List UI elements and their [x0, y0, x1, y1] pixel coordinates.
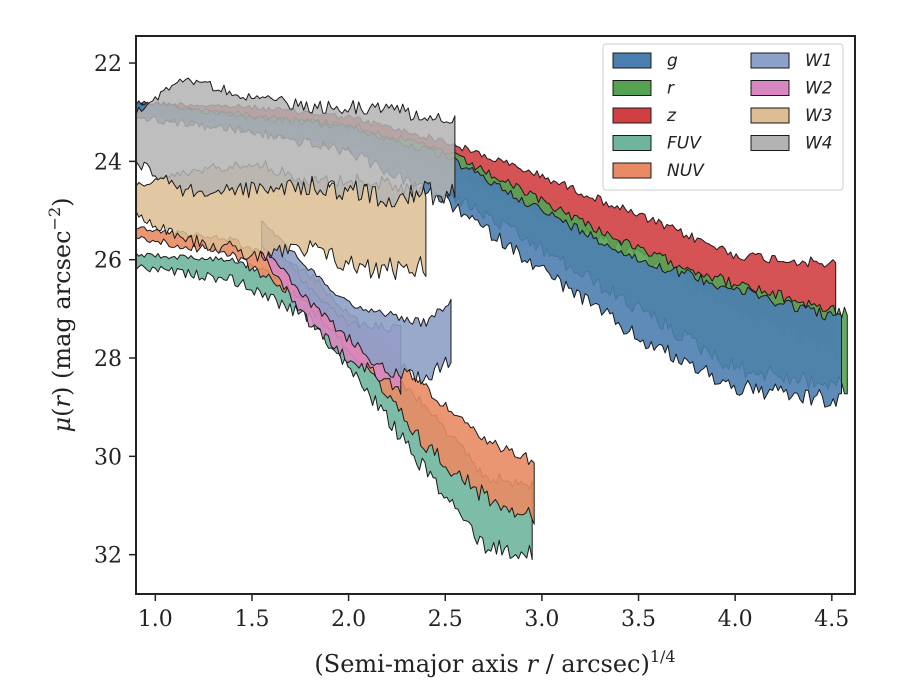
x-tick-label: 4.5 [814, 607, 849, 632]
x-tick-label: 4.0 [718, 607, 753, 632]
profile-bands [136, 77, 848, 561]
legend-entry-w1: W1 [750, 51, 833, 71]
legend-label: FUV [667, 134, 702, 154]
legend: grz FUV NUV W1 W2 W3 W4 [602, 43, 844, 191]
legend-entry-w2: W2 [750, 79, 833, 99]
legend-entry-g: g [612, 51, 678, 71]
y-tick-label: 28 [94, 347, 122, 372]
y-tick-label: 24 [94, 150, 122, 175]
legend-swatch [612, 162, 652, 179]
legend-swatch [750, 52, 790, 69]
x-tick-label: 1.5 [234, 607, 269, 632]
legend-label: W2 [805, 79, 833, 99]
legend-entry-fuv: FUV [612, 134, 702, 154]
band-w4 [136, 77, 456, 208]
plot-frame [135, 35, 856, 595]
legend-entry-w3: W3 [750, 106, 833, 126]
legend-swatch [750, 135, 790, 151]
legend-entry-z: z [612, 106, 677, 126]
legend-swatch [612, 135, 652, 151]
legend-swatch [612, 107, 652, 124]
y-tick-label: 22 [94, 52, 122, 77]
legend-entry-r: r [612, 79, 675, 99]
y-tick-label: 32 [94, 544, 122, 569]
legend-entry-nuv: NUV [612, 161, 705, 181]
y-axis-ticks: 22 24 26 28 30 32 [94, 52, 136, 569]
legend-label: W3 [805, 106, 833, 126]
legend-label: NUV [667, 161, 705, 181]
legend-swatch [612, 80, 652, 96]
legend-label: g [667, 51, 678, 71]
x-tick-label: 2.0 [331, 607, 366, 632]
legend-label: W1 [805, 51, 833, 71]
x-tick-label: 3.5 [621, 607, 656, 632]
legend-label: z [666, 106, 677, 126]
legend-swatch [750, 107, 790, 124]
x-tick-label: 3.0 [524, 607, 559, 632]
legend-label: W4 [805, 134, 833, 154]
y-axis-label: μ(r) (mag arcsec−2) [45, 197, 76, 432]
legend-swatch [612, 52, 652, 69]
y-tick-label: 26 [94, 249, 122, 274]
x-tick-label: 2.5 [428, 607, 463, 632]
band-w1 [261, 220, 452, 385]
legend-label: r [667, 79, 675, 99]
legend-entry-w4: W4 [750, 134, 833, 154]
y-tick-label: 30 [94, 445, 122, 470]
x-axis-ticks: 1.0 1.5 2.0 2.5 3.0 3.5 4.0 4.5 [138, 594, 849, 632]
legend-swatch [750, 80, 790, 96]
x-axis-label: (Semi-major axis r / arcsec)1/4 [314, 647, 675, 678]
x-tick-label: 1.0 [138, 607, 173, 632]
